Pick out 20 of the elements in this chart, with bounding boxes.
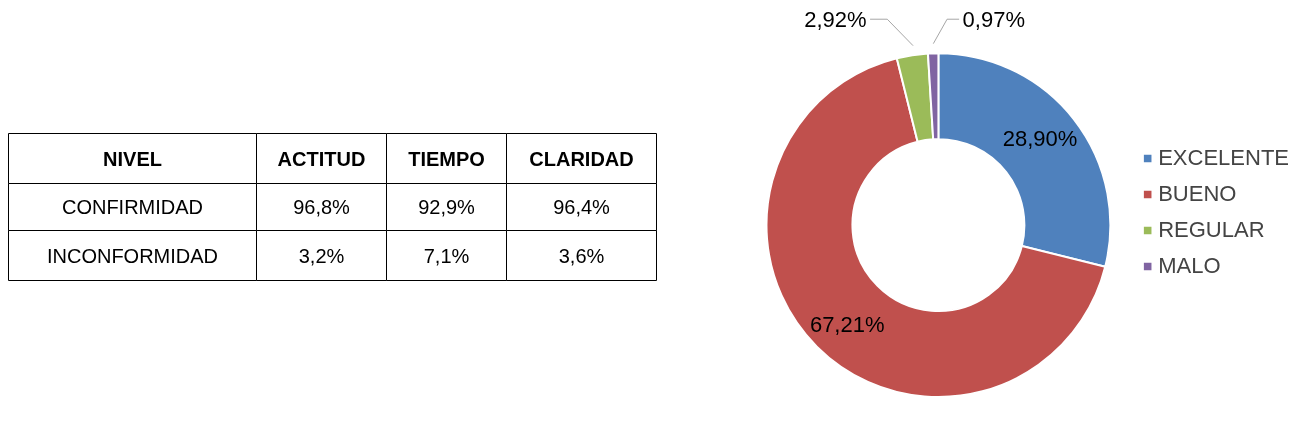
text: 92,9%: [418, 196, 475, 218]
legend-label: BUENO: [1158, 180, 1237, 207]
text: 96,8%: [293, 196, 350, 218]
category-label: CLARIDAD: [529, 147, 634, 170]
data-label: 28,90%: [1002, 126, 1078, 152]
category-label: INCONFORMIDAD: [46, 244, 219, 267]
text: NIVEL: [103, 147, 162, 170]
legend-label: REGULAR: [1158, 216, 1265, 243]
legend-label: MALO: [1158, 252, 1221, 279]
data-label: 67,21%: [809, 311, 885, 337]
text: 7,1%: [423, 244, 470, 267]
text: 3,6%: [558, 244, 605, 267]
text: 96,4%: [553, 196, 610, 218]
data-label: 2,92%: [804, 6, 867, 32]
category-label: CONFIRMIDAD: [61, 196, 204, 218]
category-label: TIEMPO: [408, 147, 485, 170]
category-label: ACTITUD: [277, 147, 366, 170]
data-label: 0,97%: [962, 6, 1025, 32]
text: 3,2%: [298, 244, 345, 267]
legend-label: EXCELENTE: [1158, 144, 1289, 171]
